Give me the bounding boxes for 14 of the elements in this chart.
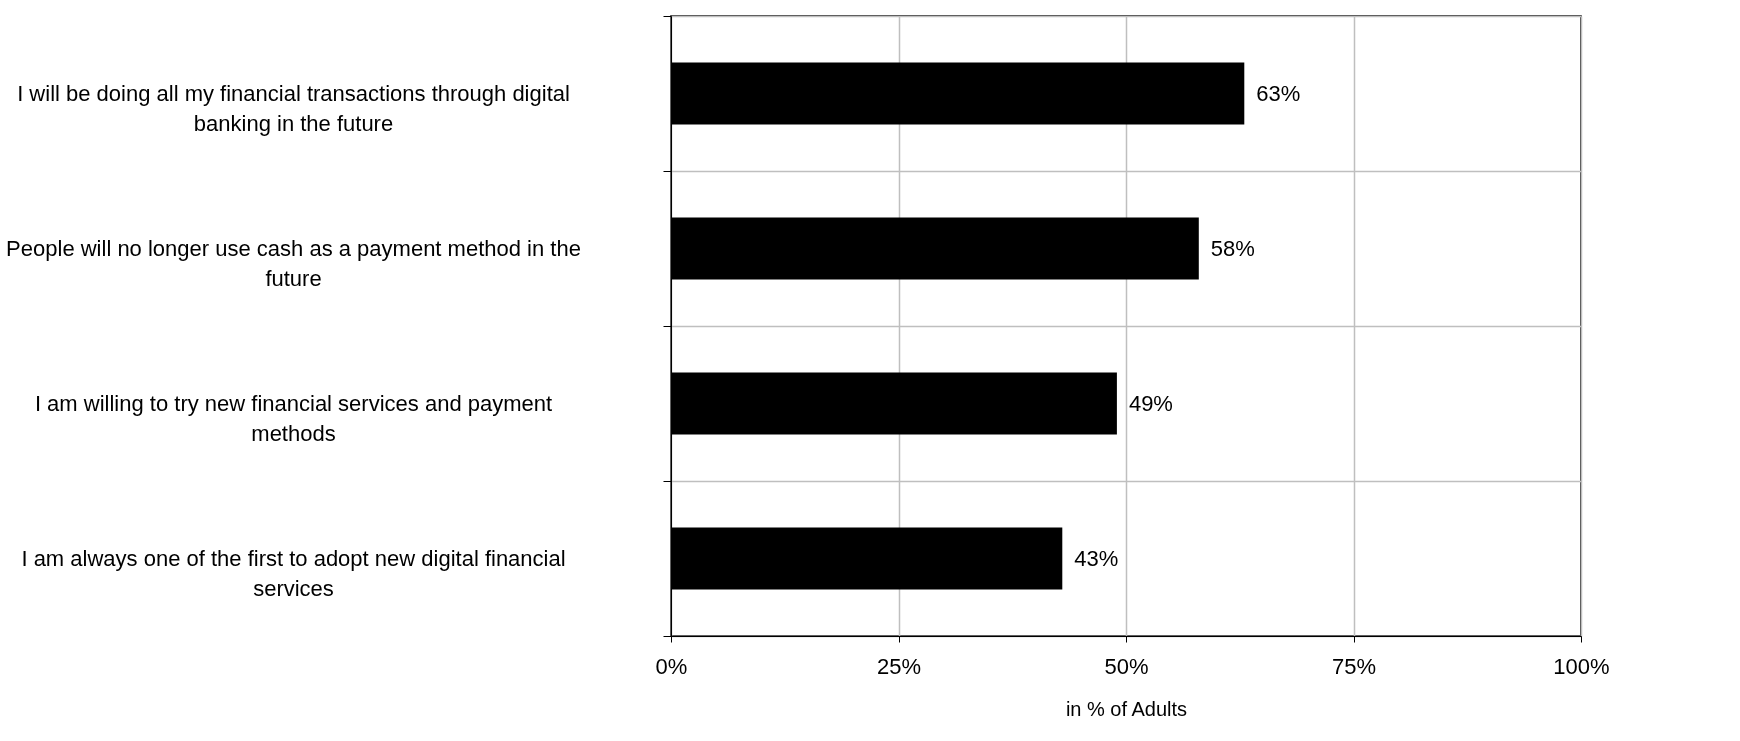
y-tick-label: I am willing to try new financial services and payment methods	[34, 391, 553, 446]
y-tick-label: I will be doing all my financial transactions through digital banking in the future	[17, 81, 570, 136]
data-label: 49%	[1128, 390, 1173, 416]
y-tick-label: I am always one of the first to adopt new digital financial services	[21, 546, 566, 601]
x-tick-label: 25%	[876, 653, 922, 679]
x-tick-label: 100%	[1553, 653, 1610, 679]
x-tick-label: 50%	[1104, 653, 1149, 679]
data-label: 58%	[1210, 235, 1255, 261]
y-tick-label: People will no longer use cash as a payment method in the future	[6, 236, 581, 291]
data-label: 43%	[1074, 545, 1119, 571]
x-axis-title: in % of Adults	[1065, 697, 1188, 720]
data-label: 63%	[1256, 80, 1301, 106]
x-tick-label: 75%	[1331, 653, 1377, 679]
x-tick-label: 0%	[655, 653, 688, 679]
